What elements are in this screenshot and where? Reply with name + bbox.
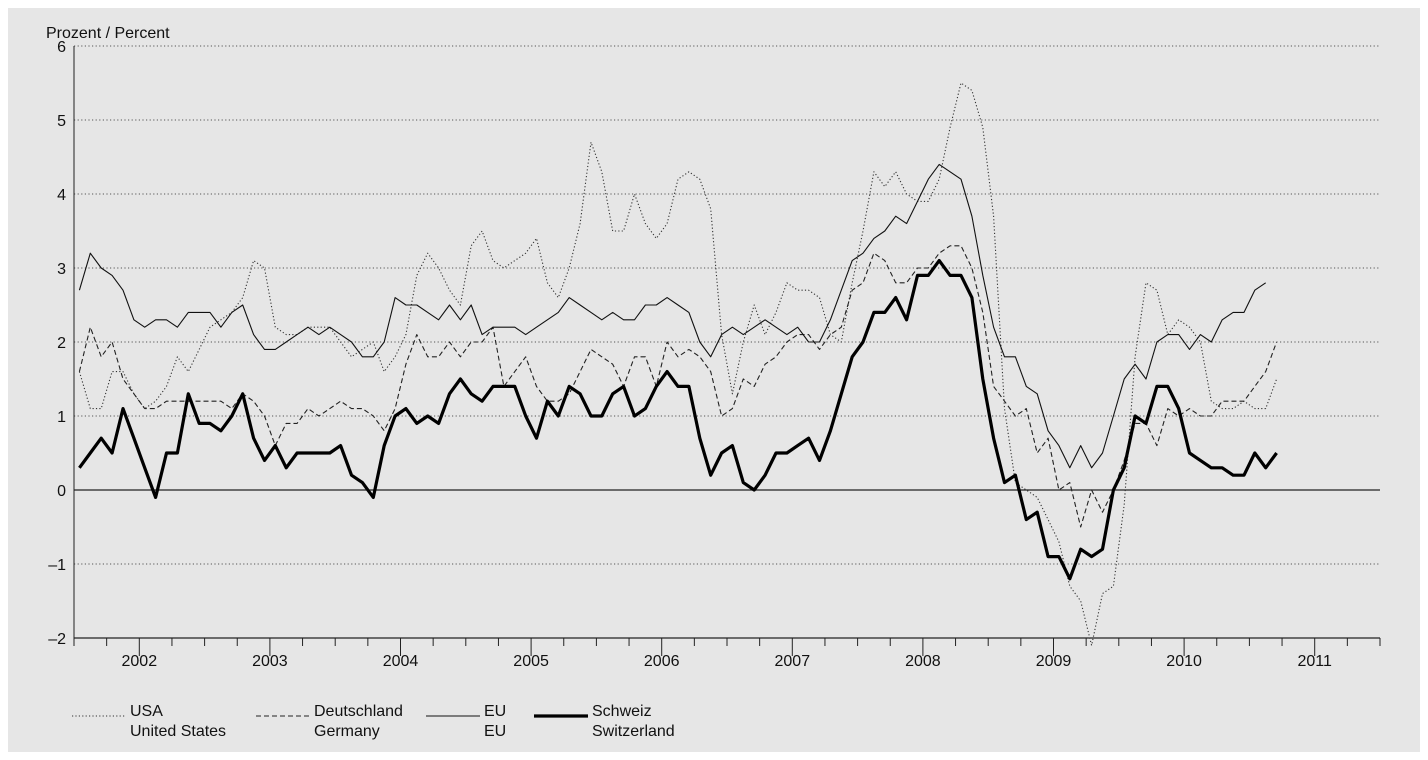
legend-label-usa: USA	[130, 703, 163, 720]
legend-sublabel-germany: Germany	[314, 723, 380, 740]
legend-sublabel-eu: EU	[484, 723, 506, 740]
y-axis-label: Prozent / Percent	[46, 25, 170, 42]
x-tick-label: 2002	[122, 653, 158, 670]
y-tick-label: 4	[57, 187, 66, 204]
y-tick-label: 2	[57, 335, 66, 352]
x-tick-label: 2007	[775, 653, 811, 670]
series-line-switzerland	[78, 259, 1278, 581]
legend-sublabel-usa: United States	[130, 723, 226, 740]
y-tick-label: 6	[57, 39, 66, 56]
x-tick-label: 2005	[513, 653, 549, 670]
series-line-germany	[78, 245, 1278, 528]
legend-label-germany: Deutschland	[314, 703, 403, 720]
grid-lines	[73, 45, 1380, 638]
x-tick-label: 2004	[383, 653, 419, 670]
y-tick-labels: 6 5 4 3 2 1 0 –1 –2	[48, 39, 66, 648]
y-tick-label: –1	[48, 557, 66, 574]
chart-panel: Prozent / Percent 6 5 4 3 2 1 0 –1 –2 2002 2003 20…	[8, 8, 1420, 752]
y-tick-label: 3	[57, 261, 66, 278]
series-line-eu	[78, 163, 1267, 469]
x-tick-label: 2010	[1166, 653, 1202, 670]
x-tick-label: 2003	[252, 653, 288, 670]
series-lines	[78, 82, 1278, 646]
x-tick-label: 2008	[905, 653, 941, 670]
y-tick-label: –2	[48, 631, 66, 648]
series-line-usa	[78, 82, 1278, 646]
legend-label-eu: EU	[484, 703, 506, 720]
y-tick-label: 5	[57, 113, 66, 130]
legend: USA United States Deutschland Germany EU EU Sc…	[72, 703, 675, 740]
y-tick-label: 0	[57, 483, 66, 500]
x-tick-label: 2009	[1036, 653, 1072, 670]
legend-label-switzerland: Schweiz	[592, 703, 652, 720]
x-tick-label: 2011	[1297, 653, 1332, 670]
legend-sublabel-switzerland: Switzerland	[592, 723, 675, 740]
x-tick-label: 2006	[644, 653, 680, 670]
y-tick-label: 1	[57, 409, 66, 426]
x-axis: 2002 2003 2004 2005 2006 2007 2008 2009 2010 2011	[73, 637, 1381, 670]
